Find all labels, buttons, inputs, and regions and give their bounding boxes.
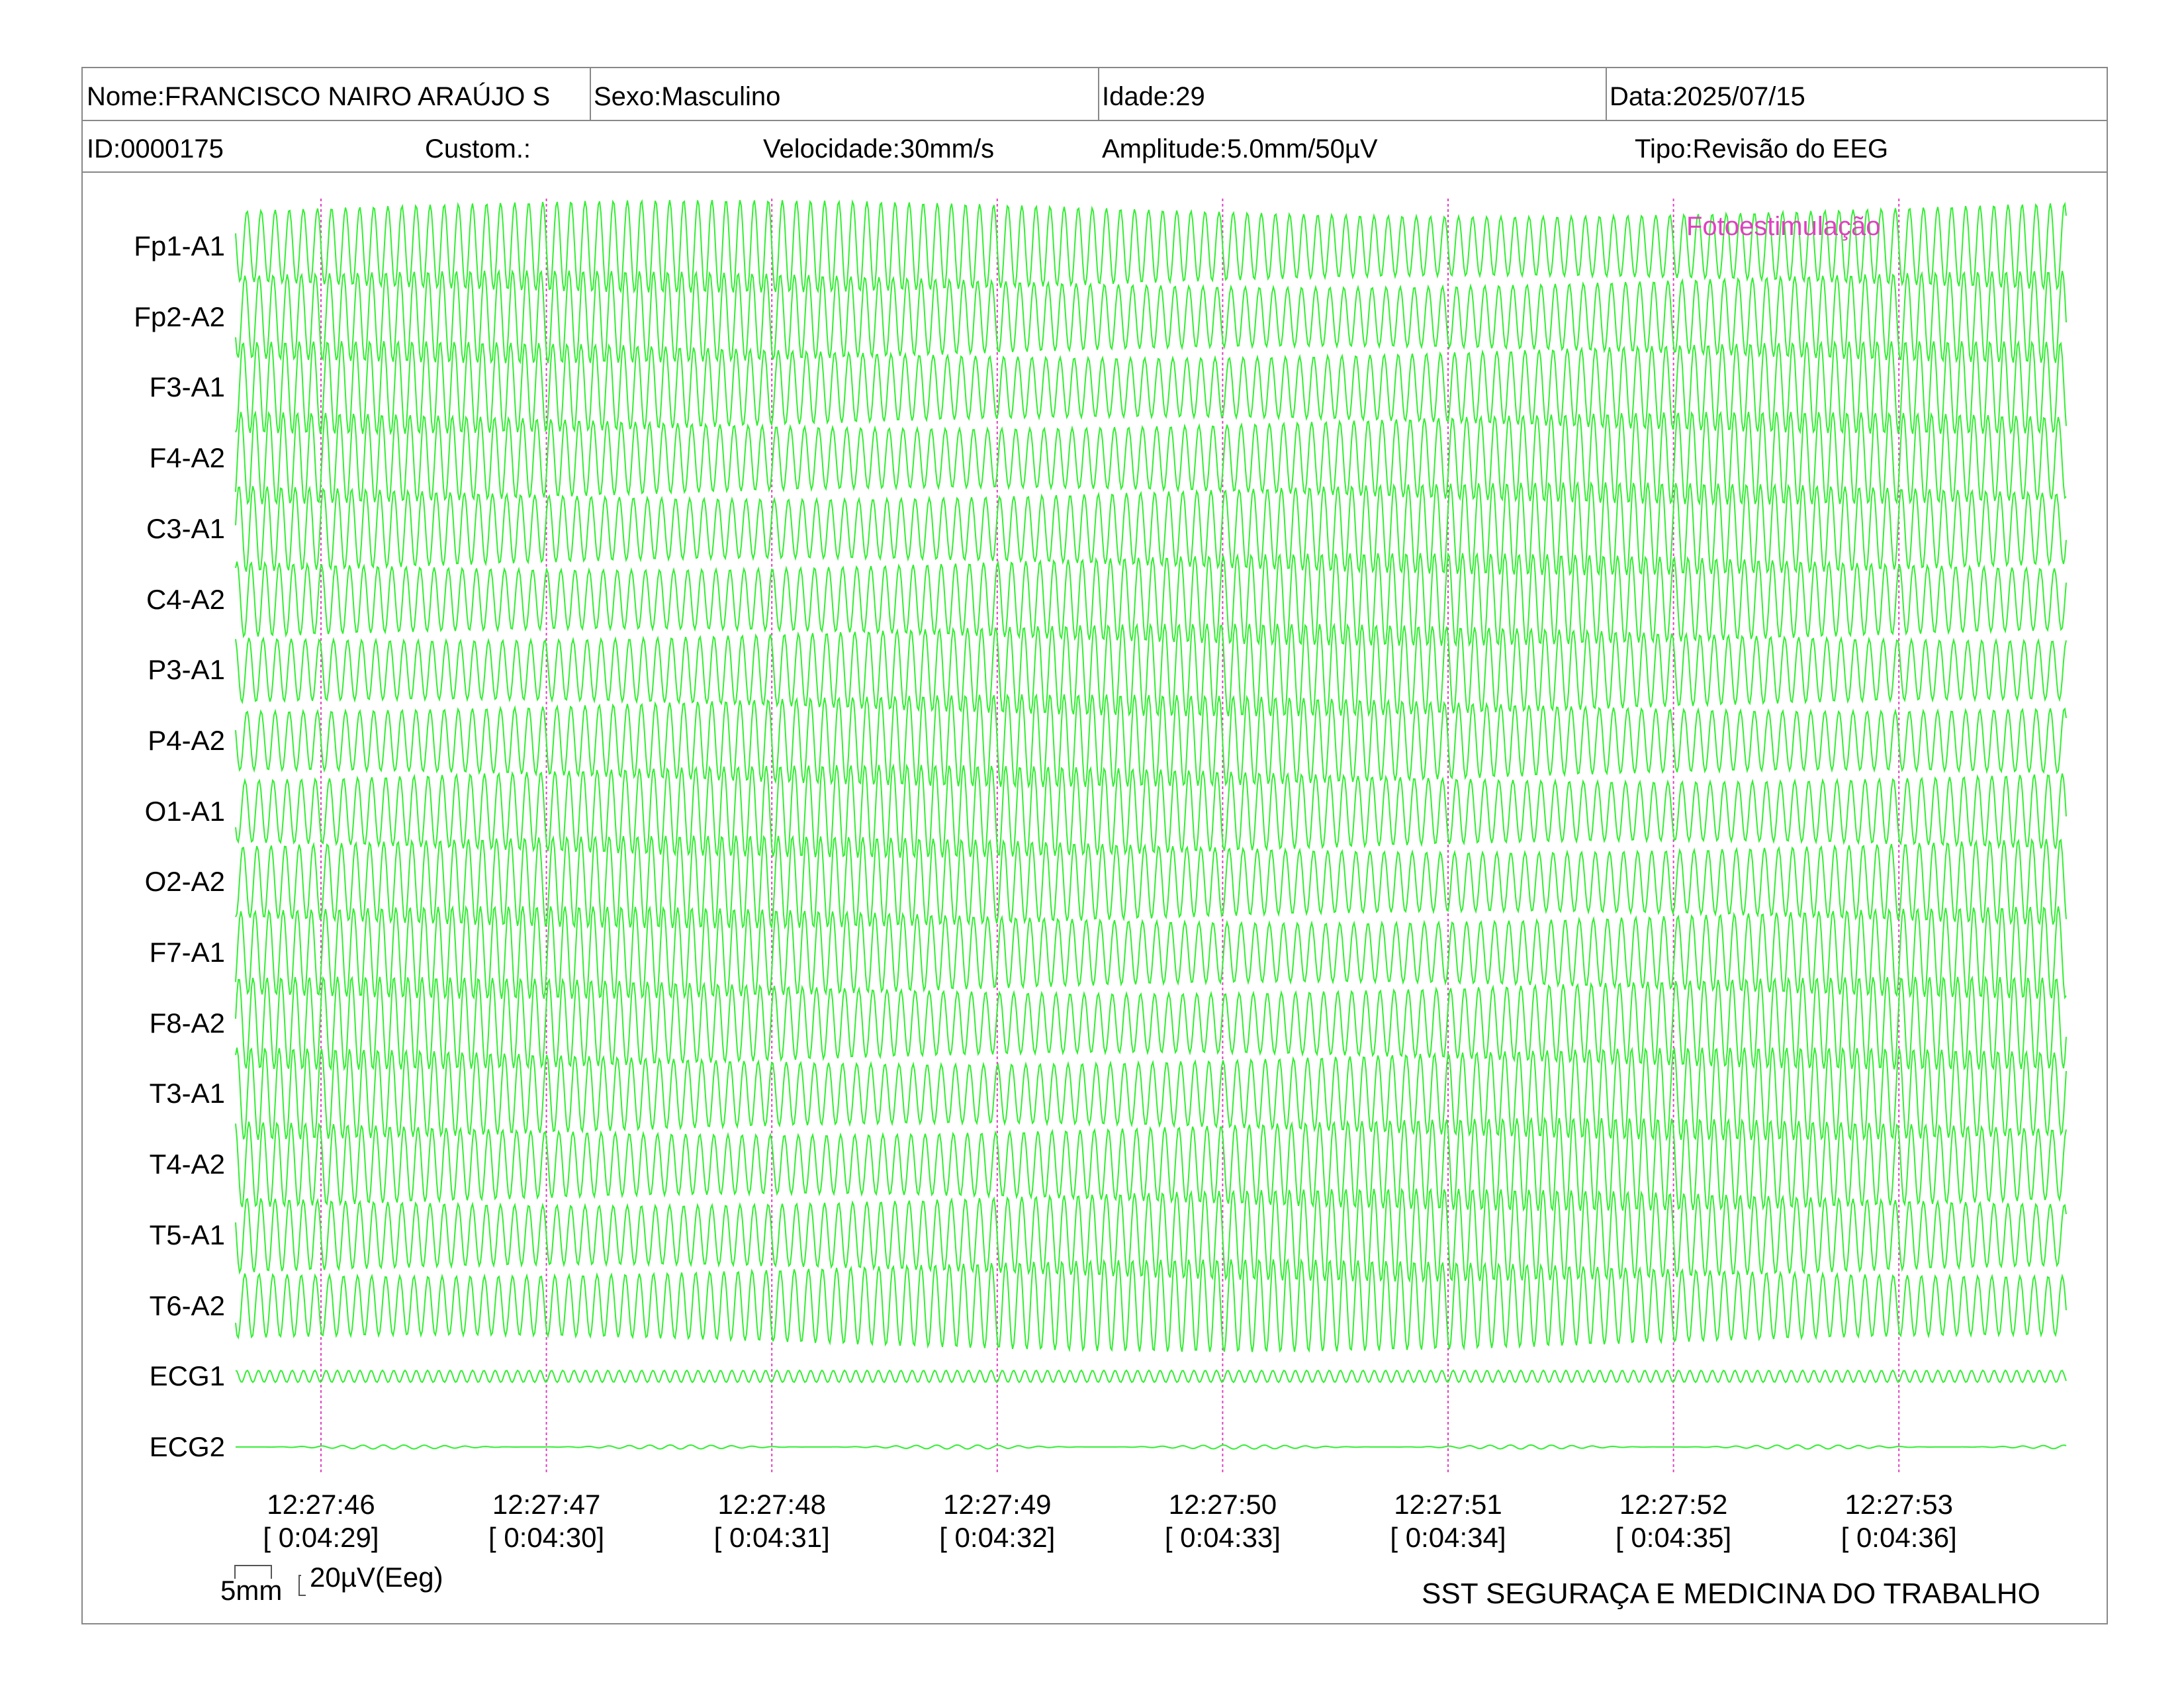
channel-trace [235, 1258, 2067, 1353]
scale-bar-icon [234, 1565, 306, 1596]
channel-label: P4-A2 [148, 724, 225, 756]
exam-date: Data:2025/07/15 [1610, 81, 1805, 111]
time-tick-label: 12:27:48 [717, 1489, 826, 1520]
clinic-name: SST SEGURAÇA E MEDICINA DO TRABALHO [1422, 1577, 2040, 1610]
elapsed-tick-label: [ 0:04:32] [939, 1522, 1056, 1553]
patient-id: ID:0000175 [87, 134, 224, 164]
elapsed-tick-label: [ 0:04:33] [1164, 1522, 1281, 1553]
time-tick-label: 12:27:47 [492, 1489, 601, 1520]
channel-label: P3-A1 [148, 654, 225, 686]
channel-label: F7-A1 [149, 937, 225, 968]
channel-label: F3-A1 [149, 371, 225, 403]
channel-trace [235, 269, 2067, 365]
header-col-divider-1 [590, 67, 591, 120]
channel-trace [235, 693, 2067, 789]
channel-trace [236, 1444, 2067, 1450]
patient-sex: Sexo:Masculino [594, 81, 781, 111]
channel-label: T5-A1 [149, 1219, 225, 1250]
channel-trace [235, 1369, 2067, 1383]
channel-trace [235, 552, 2067, 647]
header-col-divider-3 [1606, 67, 1607, 120]
time-tick-label: 12:27:52 [1619, 1489, 1728, 1520]
report-frame [81, 67, 2108, 1624]
channel-label: Fp2-A2 [134, 301, 225, 332]
channel-label: T3-A1 [149, 1078, 225, 1109]
channel-label: F8-A2 [149, 1007, 225, 1039]
time-tick-label: 12:27:53 [1844, 1489, 1953, 1520]
channel-label: ECG2 [149, 1430, 225, 1462]
patient-age: Idade:29 [1102, 81, 1205, 111]
channel-label: C4-A2 [146, 583, 225, 615]
elapsed-tick-label: [ 0:04:29] [263, 1522, 379, 1553]
channel-trace [235, 835, 2067, 930]
header-divider-1 [81, 120, 2108, 121]
channel-label: F4-A2 [149, 442, 225, 474]
scale-uv-label: 20µV(Eeg) [310, 1562, 443, 1593]
channel-trace [235, 975, 2067, 1072]
time-tick-label: 12:27:50 [1168, 1489, 1277, 1520]
time-tick-label: 12:27:49 [943, 1489, 1052, 1520]
amplitude-field: Amplitude:5.0mm/50µV [1102, 134, 1378, 164]
channel-label: ECG1 [149, 1360, 225, 1392]
channel-trace [235, 622, 2067, 718]
scale-mm-label: 5mm [220, 1575, 283, 1606]
header-divider-2 [81, 171, 2108, 173]
photostimulation-annotation: Fotoestimulação [1686, 212, 1881, 241]
patient-name: Nome:FRANCISCO NAIRO ARAÚJO S [87, 81, 551, 111]
channel-trace [235, 905, 2067, 1000]
channel-trace [235, 1116, 2067, 1212]
elapsed-tick-label: [ 0:04:35] [1615, 1522, 1732, 1553]
speed-field: Velocidade:30mm/s [763, 134, 995, 164]
elapsed-tick-label: [ 0:04:31] [713, 1522, 830, 1553]
channel-label: O1-A1 [144, 795, 225, 827]
channel-trace [235, 340, 2067, 436]
channel-label: Fp1-A1 [134, 230, 225, 261]
channel-trace [235, 1047, 2067, 1142]
channel-label: C3-A1 [146, 512, 225, 544]
channel-label: T4-A2 [149, 1149, 225, 1180]
time-tick-label: 12:27:51 [1394, 1489, 1502, 1520]
channel-trace [235, 763, 2067, 859]
channel-trace [235, 481, 2067, 577]
elapsed-tick-label: [ 0:04:30] [488, 1522, 605, 1553]
channel-trace [235, 1188, 2067, 1284]
channel-label: T6-A2 [149, 1289, 225, 1321]
elapsed-tick-label: [ 0:04:34] [1390, 1522, 1506, 1553]
header-col-divider-2 [1098, 67, 1099, 120]
exam-type: Tipo:Revisão do EEG [1635, 134, 1889, 164]
elapsed-tick-label: [ 0:04:36] [1841, 1522, 1957, 1553]
custom-field: Custom.: [425, 134, 531, 164]
channel-trace [235, 410, 2067, 506]
channel-trace [235, 199, 2067, 294]
channel-label: O2-A2 [144, 866, 225, 898]
time-tick-label: 12:27:46 [267, 1489, 375, 1520]
